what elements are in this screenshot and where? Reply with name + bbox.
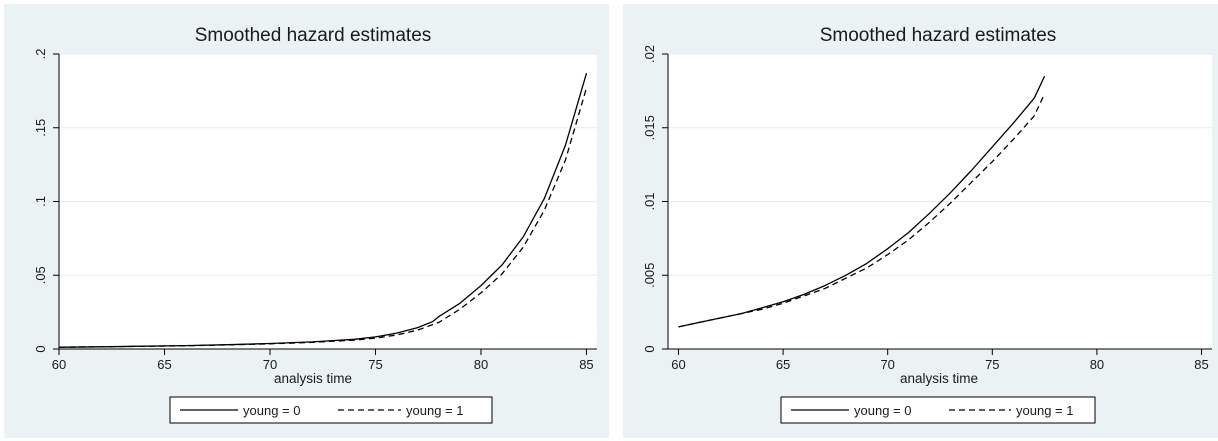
x-axis-label: analysis time	[900, 371, 978, 386]
x-tick-label: 65	[776, 357, 790, 372]
y-tick-label: .1	[33, 196, 48, 207]
x-tick-label: 65	[157, 357, 171, 372]
x-tick-label: 85	[1194, 357, 1208, 372]
x-tick-label: 75	[368, 357, 382, 372]
chart-panel-right: Smoothed hazard estimates 60 65 70 75 80 85 0…	[623, 4, 1218, 438]
x-tick-label: 70	[880, 357, 894, 372]
hazard-chart-left: Smoothed hazard estimates 60 65 70 75 80 85 0…	[33, 25, 597, 424]
chart-title: Smoothed hazard estimates	[195, 25, 432, 46]
y-tick-label: .05	[33, 266, 48, 284]
x-tick-label: 60	[52, 357, 66, 372]
y-tick-label: .2	[33, 49, 48, 60]
y-tick-label: 0	[33, 345, 48, 352]
y-tick-label: .15	[33, 119, 48, 137]
x-tick-label: 85	[579, 357, 593, 372]
series-line-dashed	[678, 93, 1046, 328]
x-tick-label: 70	[263, 357, 277, 372]
chart-title: Smoothed hazard estimates	[820, 25, 1057, 46]
x-tick-label: 75	[985, 357, 999, 372]
legend-label-young-1: young = 1	[1016, 403, 1073, 418]
y-tick-label: .02	[642, 45, 657, 63]
legend: young = 0 young = 1	[169, 396, 493, 424]
y-tick-label: 0	[642, 345, 657, 352]
x-axis-label: analysis time	[274, 371, 352, 386]
legend-label-young-1: young = 1	[406, 403, 463, 418]
legend-label-young-0: young = 0	[854, 403, 911, 418]
x-tick-label: 60	[671, 357, 685, 372]
y-tick-label: .015	[642, 115, 657, 140]
x-tick-label: 80	[1090, 357, 1104, 372]
chart-panel-left: Smoothed hazard estimates 60 65 70 75 80 85 0…	[4, 4, 609, 438]
x-tick-label: 80	[474, 357, 488, 372]
y-tick-label: .01	[642, 192, 657, 210]
y-tick-label: .005	[642, 263, 657, 288]
legend-label-young-0: young = 0	[243, 403, 300, 418]
legend: young = 0 young = 1	[780, 396, 1096, 424]
hazard-chart-right: Smoothed hazard estimates 60 65 70 75 80 85 0…	[642, 25, 1212, 424]
